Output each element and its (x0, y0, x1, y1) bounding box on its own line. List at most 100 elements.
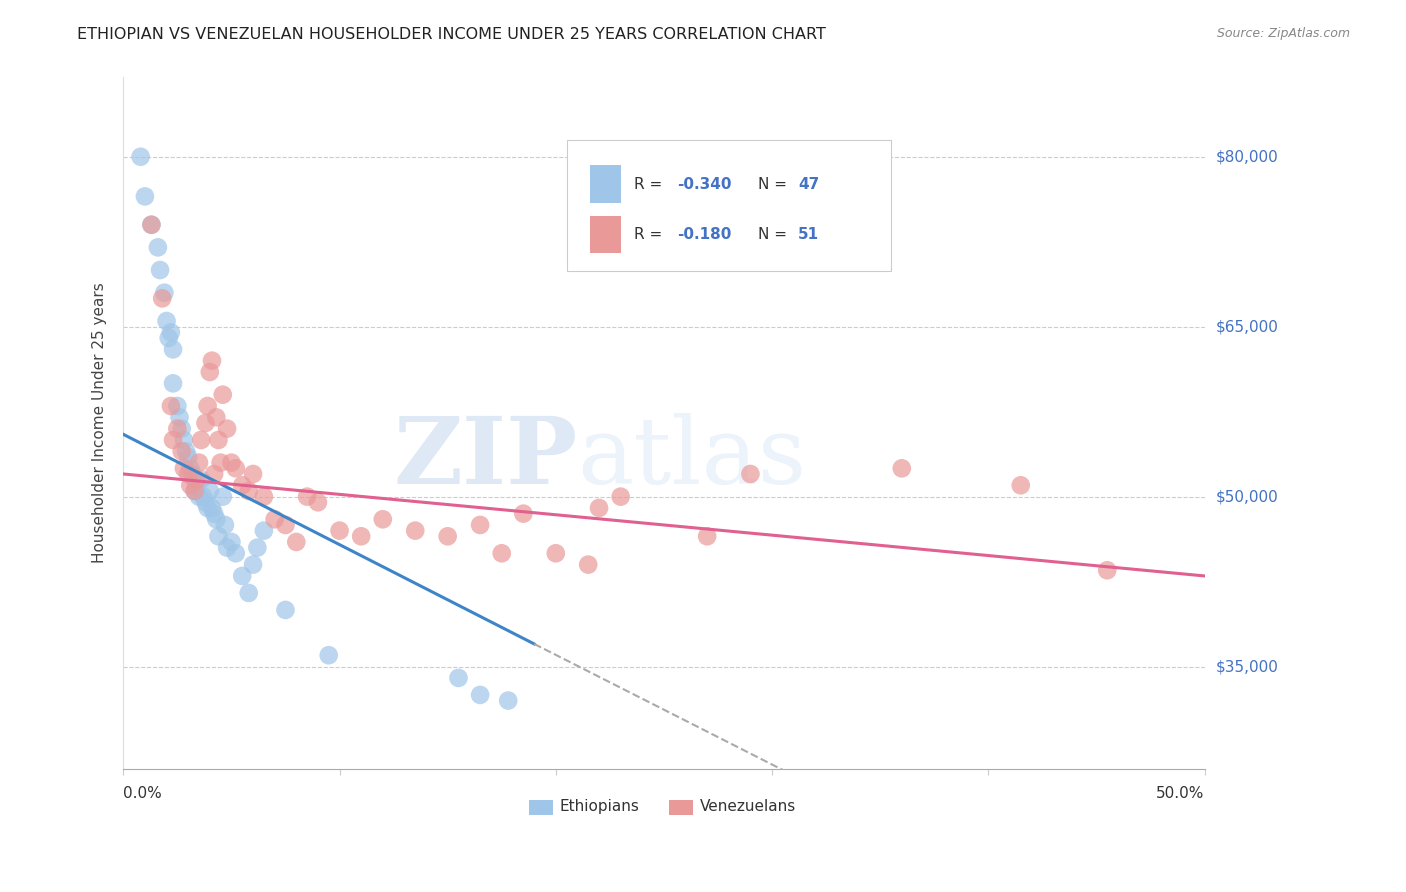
Point (177, 467, 200, 481)
Text: $65,000: $65,000 (1216, 319, 1278, 334)
Point (209, 456, 232, 470)
Point (285, 535, 308, 549)
Point (166, 399, 188, 413)
Point (307, 495, 329, 509)
Point (198, 483, 221, 498)
Point (242, 467, 264, 481)
Point (169, 410, 191, 425)
Point (468, 688, 491, 702)
Point (263, 512, 285, 526)
Point (231, 569, 253, 583)
Point (253, 524, 276, 538)
Text: N =: N = (758, 227, 792, 242)
Point (197, 500, 219, 515)
Point (447, 671, 470, 685)
Point (166, 422, 188, 436)
Text: 47: 47 (799, 177, 820, 192)
Point (404, 524, 426, 538)
Point (211, 490, 233, 504)
Point (129, 150, 152, 164)
Text: Venezuelans: Venezuelans (700, 799, 796, 814)
Text: -0.340: -0.340 (676, 177, 731, 192)
Point (155, 314, 177, 328)
Point (890, 461, 912, 475)
Text: 0.0%: 0.0% (124, 786, 162, 800)
Point (179, 478, 201, 492)
Point (190, 433, 212, 447)
Point (491, 546, 513, 560)
Bar (591, 165, 620, 203)
Point (162, 376, 184, 391)
Text: -0.180: -0.180 (676, 227, 731, 242)
Text: $50,000: $50,000 (1216, 489, 1278, 504)
Point (221, 535, 243, 549)
Point (207, 433, 229, 447)
Point (238, 483, 260, 498)
Point (173, 433, 195, 447)
Point (173, 461, 195, 475)
Point (190, 473, 212, 487)
Text: N =: N = (758, 177, 792, 192)
Point (194, 416, 217, 430)
Text: Ethiopians: Ethiopians (560, 799, 638, 814)
Point (157, 331, 180, 345)
Point (295, 490, 318, 504)
Point (193, 490, 215, 504)
Text: 50.0%: 50.0% (1156, 786, 1205, 800)
Point (162, 343, 184, 357)
Point (186, 473, 208, 487)
Point (1095, 563, 1118, 577)
Point (246, 541, 269, 555)
Text: Source: ZipAtlas.com: Source: ZipAtlas.com (1216, 27, 1350, 40)
Point (207, 529, 229, 543)
Point (740, 467, 762, 481)
Point (179, 461, 201, 475)
Text: 51: 51 (799, 227, 820, 242)
Point (188, 490, 211, 504)
Bar (529, 799, 553, 815)
Point (512, 507, 534, 521)
Point (202, 507, 225, 521)
Point (468, 518, 491, 533)
Point (141, 218, 163, 232)
Point (318, 648, 340, 663)
Point (188, 456, 211, 470)
Y-axis label: Householder Income Under 25 years: Householder Income Under 25 years (93, 283, 107, 564)
Point (436, 529, 458, 543)
Point (205, 512, 228, 526)
Bar (669, 799, 693, 815)
Point (350, 529, 373, 543)
Point (328, 524, 350, 538)
Text: $80,000: $80,000 (1216, 149, 1278, 164)
Point (170, 444, 193, 458)
Point (160, 399, 183, 413)
Point (242, 558, 264, 572)
Point (202, 467, 225, 481)
Point (177, 450, 200, 464)
Point (274, 603, 297, 617)
Text: $35,000: $35,000 (1216, 659, 1278, 674)
Point (253, 490, 276, 504)
Point (274, 518, 297, 533)
Point (183, 483, 205, 498)
Point (153, 285, 176, 300)
Point (162, 433, 184, 447)
Point (217, 541, 239, 555)
Point (544, 546, 567, 560)
Point (183, 473, 205, 487)
Point (225, 546, 247, 560)
Point (588, 500, 610, 515)
Point (150, 291, 173, 305)
Point (696, 529, 718, 543)
Text: R =: R = (634, 177, 666, 192)
Bar (591, 216, 620, 253)
Point (183, 483, 205, 498)
Point (160, 326, 183, 340)
FancyBboxPatch shape (567, 140, 891, 271)
Point (170, 422, 193, 436)
Point (609, 490, 631, 504)
Point (371, 512, 394, 526)
Point (211, 387, 233, 401)
Point (238, 586, 260, 600)
Text: ZIP: ZIP (394, 412, 578, 502)
